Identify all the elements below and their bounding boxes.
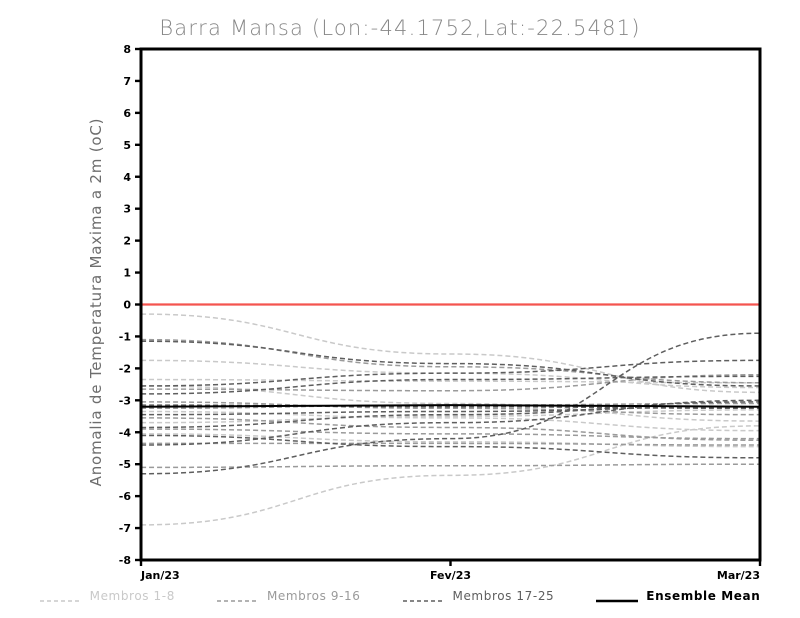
x-tick-label: Fev/23 [430, 569, 471, 582]
legend-label: Membros 9-16 [266, 589, 361, 603]
ensemble-mean-line [140, 404, 761, 408]
ensemble-member-line [140, 374, 761, 392]
ensemble-member-line [140, 332, 761, 475]
legend-swatch-2 [216, 591, 259, 602]
y-tick-label: 5 [123, 139, 131, 152]
chart-legend: Membros 1-8 Membros 9-16 Membros 17-25 Ense… [0, 586, 800, 606]
ensemble-member-line [140, 313, 761, 394]
legend-label: Ensemble Mean [646, 589, 761, 603]
y-tick-label: 3 [123, 203, 131, 216]
y-tick-label: 4 [123, 171, 131, 184]
legend-item: Membros 17-25 [402, 589, 555, 603]
y-tick-label: -8 [119, 554, 131, 567]
y-tick-label: -3 [119, 394, 131, 407]
y-tick-label: -7 [119, 522, 131, 535]
chart-title: Barra Mansa (Lon:-44.1752,Lat:-22.5481) [159, 16, 641, 40]
legend-label: Membros 1-8 [89, 589, 175, 603]
y-tick-label: -6 [119, 490, 132, 503]
legend-swatch-1 [39, 591, 82, 602]
y-tick-label: 2 [123, 235, 131, 248]
y-tick-label: 8 [123, 43, 131, 56]
y-tick-label: -2 [119, 362, 131, 375]
y-tick-label: -5 [119, 458, 131, 471]
legend-swatch-4 [596, 591, 639, 603]
y-tick-label: 7 [123, 75, 131, 88]
y-tick-label: 1 [123, 267, 131, 280]
y-tick-label: -1 [119, 330, 131, 343]
legend-item: Membros 1-8 [39, 589, 175, 603]
ensemble-member-line [140, 425, 761, 526]
x-tick-label: Jan/23 [140, 569, 180, 582]
legend-item: Ensemble Mean [596, 589, 760, 603]
y-tick-label: 0 [123, 299, 131, 312]
legend-item: Membros 9-16 [216, 589, 361, 603]
x-tick-label: Mar/23 [717, 569, 760, 582]
y-tick-label: -4 [119, 426, 132, 439]
legend-label: Membros 17-25 [452, 589, 555, 603]
legend-swatch-3 [402, 591, 445, 602]
y-tick-label: 6 [123, 107, 131, 120]
